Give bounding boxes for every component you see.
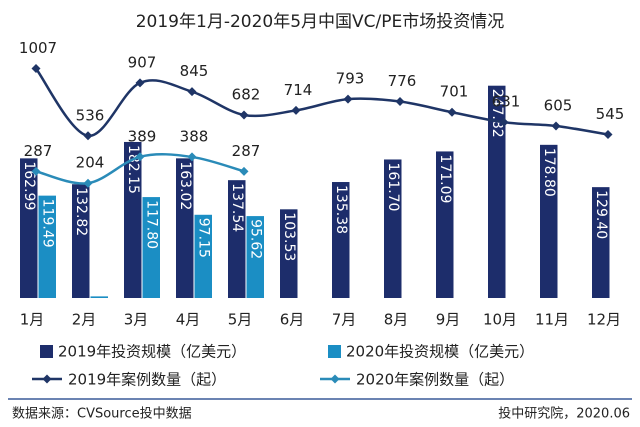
line-marker — [135, 152, 145, 162]
legend-label: 2019年案例数量（起） — [68, 371, 226, 389]
bar-value-label: 161.70 — [385, 162, 401, 211]
line-value-label: 682 — [232, 85, 261, 103]
line-value-label: 536 — [76, 106, 105, 124]
bar-value-label: 1.89 — [91, 299, 107, 330]
bar — [194, 214, 212, 298]
bar-value-label: 117.80 — [143, 200, 159, 249]
line-value-label: 1007 — [19, 39, 57, 57]
line-marker — [395, 97, 405, 107]
line-value-label: 845 — [180, 62, 209, 80]
x-tick-label: 10月 — [483, 311, 517, 329]
legend-swatch — [40, 345, 53, 358]
legend-marker — [330, 374, 340, 384]
bar — [176, 158, 194, 298]
bar — [142, 197, 160, 298]
line-marker — [187, 87, 197, 97]
bar-value-label: 135.38 — [333, 185, 349, 234]
bar-value-label: 163.02 — [177, 161, 193, 210]
x-tick-label: 1月 — [20, 311, 45, 329]
bar — [436, 151, 454, 298]
line-marker — [239, 166, 249, 176]
x-tick-label: 3月 — [124, 311, 149, 329]
line-value-label: 793 — [336, 70, 365, 88]
line-marker — [31, 166, 41, 176]
bar-value-label: 178.80 — [541, 148, 557, 197]
credit: 投中研究院，2020.06 — [498, 406, 630, 422]
line-marker — [343, 94, 353, 104]
line-marker — [31, 64, 41, 74]
bar — [124, 141, 142, 298]
bar-value-label: 182.15 — [125, 145, 141, 194]
line-marker — [83, 178, 93, 188]
x-tick-label: 7月 — [332, 311, 357, 329]
bar — [592, 187, 610, 298]
line-value-label: 389 — [128, 127, 157, 145]
bar — [280, 209, 298, 298]
line-value-label: 204 — [76, 154, 105, 172]
bar-value-label: 247.82 — [489, 89, 505, 138]
bar-value-label: 103.53 — [281, 212, 297, 261]
bar-value-label: 129.40 — [593, 190, 609, 239]
line-marker — [499, 117, 509, 127]
legend-marker — [42, 374, 52, 384]
legend-label: 2019年投资规模（亿美元） — [58, 343, 246, 361]
line-value-label: 388 — [180, 127, 209, 145]
line-value-label: 714 — [284, 81, 313, 99]
source: 数据来源：CVSource投中数据 — [12, 406, 192, 422]
bar — [72, 184, 90, 298]
bar-value-label: 162.99 — [21, 161, 37, 210]
x-tick-label: 2月 — [72, 311, 97, 329]
line-value-label: 701 — [440, 83, 469, 101]
line-value-label: 907 — [128, 53, 157, 71]
line-marker — [291, 105, 301, 115]
line-marker — [603, 130, 613, 140]
bar-value-label: 119.49 — [39, 199, 55, 248]
legend-swatch — [328, 345, 341, 358]
bar — [20, 158, 38, 298]
line-marker — [83, 131, 93, 141]
line-marker — [551, 121, 561, 131]
bar-value-label: 137.54 — [229, 183, 245, 232]
bar — [332, 182, 350, 298]
bar — [384, 159, 402, 298]
line-marker — [187, 152, 197, 162]
line-value-label: 605 — [544, 96, 573, 114]
line-value-label: 287 — [232, 142, 261, 160]
bar — [228, 180, 246, 298]
bar — [488, 85, 506, 298]
line-marker — [239, 110, 249, 120]
x-tick-label: 6月 — [280, 311, 305, 329]
x-tick-label: 11月 — [535, 311, 569, 329]
bar — [246, 216, 264, 298]
bar-value-label: 132.82 — [73, 187, 89, 236]
legend-label: 2020年案例数量（起） — [356, 371, 514, 389]
line-marker — [135, 78, 145, 88]
bar — [540, 144, 558, 298]
line-value-label: 287 — [24, 142, 53, 160]
chart-title: 2019年1月-2020年5月中国VC/PE市场投资情况 — [136, 12, 505, 32]
line-value-label: 545 — [596, 105, 625, 123]
x-tick-label: 9月 — [436, 311, 461, 329]
legend-label: 2020年投资规模（亿美元） — [346, 343, 534, 361]
x-tick-label: 4月 — [176, 311, 201, 329]
line-value-label: 631 — [492, 93, 521, 111]
bar — [90, 296, 108, 298]
x-tick-label: 12月 — [587, 311, 621, 329]
x-tick-label: 5月 — [228, 311, 253, 329]
bar-value-label: 97.15 — [195, 218, 211, 258]
x-tick-label: 8月 — [384, 311, 409, 329]
line-value-label: 776 — [388, 72, 417, 90]
bar-value-label: 171.09 — [437, 154, 453, 203]
bar — [38, 195, 56, 298]
line — [34, 67, 609, 138]
line-marker — [447, 107, 457, 117]
bar-value-label: 95.62 — [247, 219, 263, 259]
